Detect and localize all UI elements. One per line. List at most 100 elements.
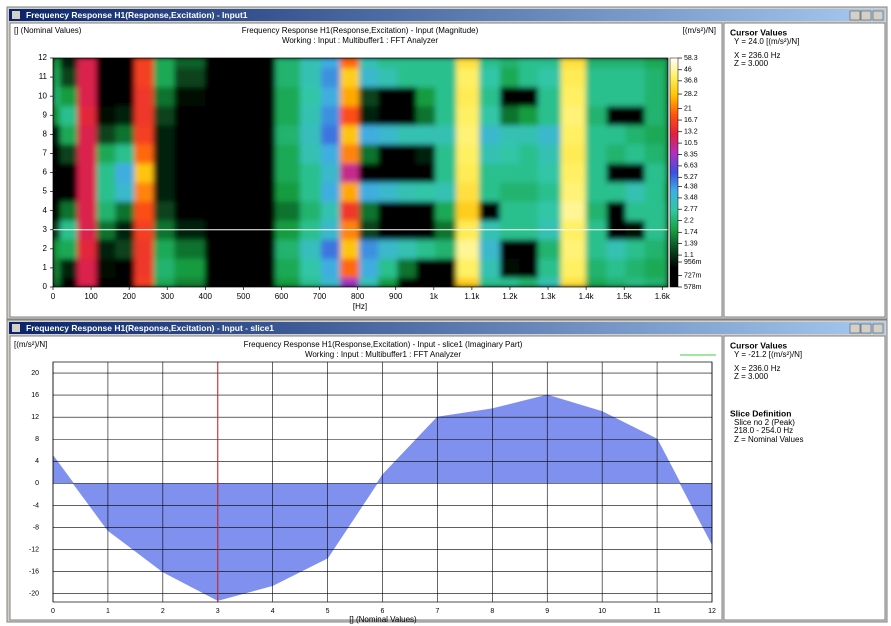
heatmap-cell xyxy=(153,258,175,278)
heatmap-cell xyxy=(60,58,78,69)
y-tick-label: -4 xyxy=(33,502,39,509)
heatmap-cell xyxy=(586,143,608,163)
panel-heading: Slice Definition xyxy=(730,408,791,418)
heatmap-cell xyxy=(321,162,341,182)
heatmap-cell xyxy=(456,124,480,144)
heatmap-cell xyxy=(321,124,341,144)
heatmap-cell xyxy=(479,124,501,144)
heatmap-cell xyxy=(300,201,322,221)
colorbar-tick-label: 13.2 xyxy=(684,129,698,136)
heatmap-cell xyxy=(397,58,417,69)
heatmap-cell xyxy=(153,182,175,202)
heatmap-cell xyxy=(435,239,457,259)
heatmap-cell xyxy=(435,162,457,182)
area-plot: -20-16-12-8-40481216200123456789101112 xyxy=(29,355,716,615)
colorbar-label: [(m/s²)/N] xyxy=(683,26,716,35)
heatmap-cell xyxy=(77,124,97,144)
heatmap-cell xyxy=(538,239,562,259)
y-tick-label: -16 xyxy=(29,568,39,575)
heatmap-cell xyxy=(153,239,175,259)
heatmap-cell xyxy=(134,277,154,288)
heatmap-cell xyxy=(300,143,322,163)
heatmap-cell xyxy=(321,182,341,202)
x-tick-label: 1.5k xyxy=(617,292,633,301)
heatmap-cell xyxy=(645,239,665,259)
colorbar-tick-label: 5.27 xyxy=(684,174,698,181)
heatmap-cell xyxy=(300,162,322,182)
heatmap-cell xyxy=(538,162,562,182)
x-tick-label: 7 xyxy=(435,608,439,615)
heatmap-cell xyxy=(53,124,62,144)
heatmap-cell xyxy=(397,86,417,106)
heatmap-cell xyxy=(153,162,175,182)
heatmap-cell xyxy=(519,239,539,259)
heatmap-cell xyxy=(174,67,205,87)
heatmap-cell xyxy=(561,201,587,221)
heatmap-cell xyxy=(479,67,501,87)
heatmap-cell xyxy=(340,162,360,182)
x-tick-label: 1k xyxy=(430,292,439,301)
heatmap-cell xyxy=(275,105,301,125)
heatmap-cell xyxy=(561,258,587,278)
heatmap-cell xyxy=(53,67,62,87)
heatmap-cell xyxy=(53,239,62,259)
heatmap-cell xyxy=(340,239,360,259)
heatmap-cell xyxy=(435,86,457,106)
heatmap-cell xyxy=(96,258,116,278)
heatmap-cell xyxy=(626,105,646,125)
y-tick-label: 20 xyxy=(31,370,39,377)
heatmap-cell xyxy=(645,201,665,221)
heatmap-cell xyxy=(645,124,665,144)
heatmap-cell xyxy=(538,58,562,69)
x-tick-label: 800 xyxy=(351,292,365,301)
heatmap-cell xyxy=(378,58,398,69)
x-tick-label: 200 xyxy=(122,292,136,301)
heatmap-cell xyxy=(205,124,244,144)
heatmap-cell xyxy=(77,182,97,202)
heatmap-cell xyxy=(500,162,520,182)
heatmap-cell xyxy=(416,239,436,259)
y-tick-label: 3 xyxy=(43,225,48,234)
heatmap-cell xyxy=(60,239,78,259)
heatmap-cell xyxy=(479,162,501,182)
x-tick-label: 100 xyxy=(84,292,98,301)
chart-title: Frequency Response H1(Response,Excitatio… xyxy=(244,340,523,349)
heatmap-cell xyxy=(359,86,379,106)
heatmap-cell xyxy=(519,105,539,125)
heatmap-cell xyxy=(479,201,501,221)
heatmap-cell xyxy=(174,58,205,69)
heatmap-cell xyxy=(586,201,608,221)
heatmap-cell xyxy=(115,258,135,278)
heatmap-cell xyxy=(538,182,562,202)
heatmap-cell xyxy=(607,239,627,259)
heatmap-cell xyxy=(359,201,379,221)
heatmap-cell xyxy=(53,58,62,69)
heatmap-cell xyxy=(174,124,205,144)
y-tick-label: -12 xyxy=(29,546,39,553)
heatmap-cell xyxy=(205,162,244,182)
heatmap-cell xyxy=(378,105,398,125)
heatmap-cell xyxy=(53,105,62,125)
heatmap-cell xyxy=(416,201,436,221)
heatmap-cell xyxy=(397,67,417,87)
panel-line: Z = 3.000 xyxy=(734,59,769,68)
heatmap-cell xyxy=(174,143,205,163)
x-tick-label: 11 xyxy=(653,608,660,615)
heatmap-cell xyxy=(300,86,322,106)
heatmap-cell xyxy=(456,67,480,87)
panel-heading: Cursor Values xyxy=(730,27,787,37)
x-axis-label: [] (Nominal Values) xyxy=(349,615,417,624)
heatmap-cell xyxy=(134,124,154,144)
heatmap-cell xyxy=(243,277,276,288)
heatmap-cell xyxy=(435,201,457,221)
window-buttons[interactable] xyxy=(850,11,883,20)
heatmap-cell xyxy=(645,258,665,278)
heatmap-cell xyxy=(479,258,501,278)
x-tick-label: 2 xyxy=(161,608,165,615)
window-buttons[interactable] xyxy=(850,324,883,333)
heatmap-cell xyxy=(205,277,244,288)
heatmap-cell xyxy=(321,277,341,288)
heatmap-cell xyxy=(174,182,205,202)
heatmap-cell xyxy=(243,239,276,259)
heatmap-cell xyxy=(275,239,301,259)
